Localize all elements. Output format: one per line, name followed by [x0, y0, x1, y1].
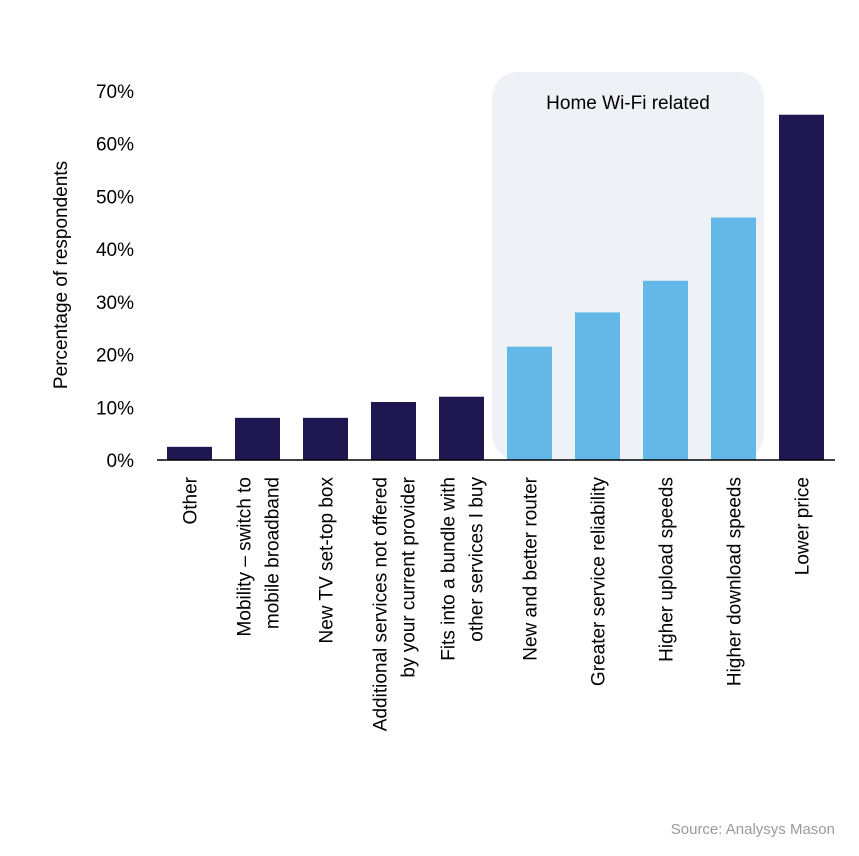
bar	[235, 417, 280, 460]
y-axis: 0% 10% 20% 30% 40% 50% 60% 70%	[96, 82, 134, 472]
bar	[507, 346, 552, 460]
bar	[303, 417, 348, 460]
highlight-region	[492, 72, 764, 460]
bars	[167, 114, 824, 460]
y-tick-label: 20%	[96, 346, 134, 367]
x-category-label: Higher download speeds	[725, 477, 746, 686]
y-tick-label: 30%	[96, 293, 134, 314]
y-tick-label: 50%	[96, 187, 134, 208]
y-axis-label: Percentage of respondents	[51, 161, 72, 389]
x-category-label: Additional services not offered by your c…	[371, 476, 420, 731]
x-category-label: New TV set-top box	[317, 477, 338, 644]
source-note: Source: Analysys Mason	[670, 821, 835, 838]
bar	[643, 280, 688, 460]
bar	[711, 217, 756, 460]
x-category-label: New and better router	[521, 476, 542, 660]
bar	[439, 396, 484, 460]
bar	[575, 312, 620, 460]
x-category-label: Higher upload speeds	[657, 477, 678, 662]
highlight-label: Home Wi-Fi related	[546, 93, 710, 114]
y-tick-label: 10%	[96, 398, 134, 419]
highlight-box	[492, 72, 764, 460]
x-axis-labels: Other Mobility – switch to mobile broadban…	[181, 476, 814, 731]
y-tick-label: 0%	[107, 451, 135, 472]
x-category-label: Lower price	[793, 477, 814, 575]
bar	[779, 114, 824, 460]
x-category-label: Greater service reliability	[589, 477, 610, 687]
y-tick-label: 60%	[96, 135, 134, 156]
y-tick-label: 70%	[96, 82, 134, 103]
bar	[371, 402, 416, 460]
x-category-label: Other	[181, 476, 202, 524]
y-tick-label: 40%	[96, 240, 134, 261]
x-category-label: Mobility – switch to mobile broadband	[235, 477, 284, 636]
x-category-label: Fits into a bundle with other services I …	[439, 477, 488, 661]
bar	[167, 446, 212, 460]
